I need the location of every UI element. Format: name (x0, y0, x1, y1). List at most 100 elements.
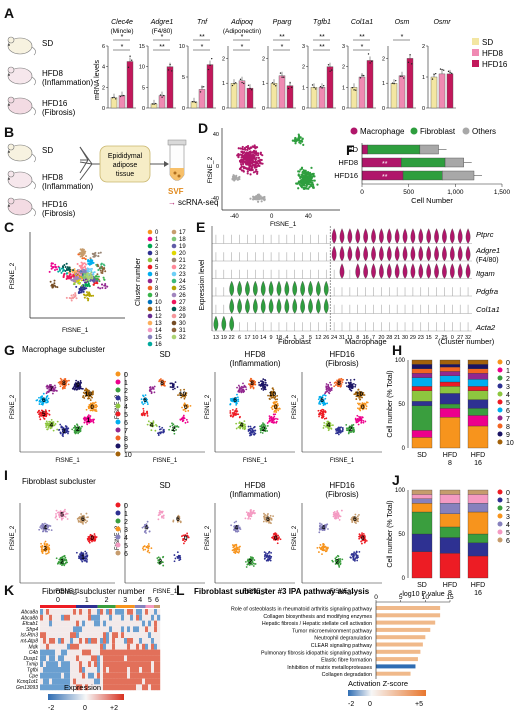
cell-point (269, 415, 271, 417)
cell-point (352, 387, 354, 389)
cell-point (174, 388, 176, 390)
heatmap-cell (136, 626, 139, 632)
legend-cluster-dot (148, 300, 153, 305)
cell-point (304, 184, 306, 186)
cell-point (160, 431, 162, 433)
cell-point (86, 552, 88, 554)
cell-point (66, 278, 68, 280)
y-axis-label: Cell number (% Total) (387, 370, 394, 437)
cell-point (55, 390, 57, 392)
violin-shape (245, 281, 249, 296)
cell-point (250, 516, 252, 518)
cell-point (249, 518, 251, 520)
violin-shape (403, 264, 407, 279)
bar-hfd8 (319, 87, 325, 108)
stacked-segment (440, 360, 460, 364)
heatmap-cell (145, 615, 148, 621)
cell-point (327, 547, 329, 549)
cell-point (69, 297, 71, 299)
panel-letter-d: D (198, 120, 208, 136)
cell-point (154, 386, 156, 388)
violin-shape (324, 281, 328, 296)
heatmap-cell (94, 621, 97, 627)
cell-point (57, 562, 59, 564)
legend-fibroblast-dot (411, 128, 418, 135)
cell-point (318, 410, 320, 412)
heatmap-cell (154, 615, 157, 621)
cell-point (277, 542, 279, 544)
panel-letter-g: G (4, 342, 15, 358)
violin-shape (450, 264, 454, 279)
cell-point (247, 154, 249, 156)
cell-point (331, 428, 333, 430)
violin-shape (245, 299, 249, 314)
heatmap-cell (103, 609, 106, 615)
cell-point (335, 430, 337, 432)
stacked-segment (440, 490, 460, 494)
cell-point (65, 425, 67, 427)
group-label: HFD16 (42, 200, 68, 209)
cell-point (338, 431, 340, 433)
cell-point (85, 276, 87, 278)
cell-point (340, 516, 342, 518)
cluster-label: 2 (159, 558, 163, 565)
cell-point (94, 255, 96, 257)
panel-g-tsne-plots: FtSNE_1FtSNE_2012345678910SDFtSNE_1FtSNE… (10, 350, 382, 464)
cell-point (175, 381, 177, 383)
x-tick-label: HFD (443, 582, 457, 589)
cluster-label: 26 (323, 335, 329, 341)
cell-point (254, 430, 256, 432)
cell-point (331, 387, 333, 389)
sig-stars: * (241, 44, 244, 51)
heatmap-cell (103, 626, 106, 632)
cell-point (43, 418, 45, 420)
legend-cluster-dot (148, 272, 153, 277)
cell-point (359, 398, 361, 400)
cell-point (271, 418, 273, 420)
cell-point (173, 383, 175, 385)
y-tick-label: 100 (395, 488, 406, 494)
cell-point (163, 517, 165, 519)
sig-stars: * (401, 34, 404, 41)
x-tick-label: SD (417, 582, 427, 589)
violin-shape (379, 229, 383, 244)
legend-label: 9 (124, 444, 128, 451)
cell-point (263, 381, 265, 383)
cell-point (97, 255, 99, 257)
heatmap-cell (76, 615, 79, 621)
cell-point (305, 170, 307, 172)
stacked-segment (412, 499, 432, 503)
data-point (131, 60, 132, 61)
cell-point (336, 515, 338, 517)
heatmap-cell (145, 621, 148, 627)
cell-point (150, 429, 152, 431)
bar-hfd16 (287, 86, 293, 108)
cell-point (154, 430, 156, 432)
cell-point (104, 279, 106, 281)
data-point (155, 103, 156, 104)
heatmap-cell (100, 632, 103, 638)
cell-point (74, 281, 76, 283)
cluster-label: 4 (150, 422, 154, 429)
y-axis-label: FtSNE_2 (292, 394, 298, 419)
legend-dot (116, 380, 121, 385)
heatmap-cell (124, 626, 127, 632)
heatmap-cell (55, 621, 58, 627)
legend-label: 5 (506, 400, 510, 407)
cell-point (358, 536, 360, 538)
cell-point (353, 379, 355, 381)
heatmap-cell (91, 621, 94, 627)
stacked-segment (468, 369, 488, 373)
panel-k-title: Fibroblast subcluster number (42, 587, 145, 596)
legend-cluster-dot (148, 251, 153, 256)
cell-point (66, 513, 68, 515)
data-point (232, 85, 233, 86)
cell-point (179, 557, 181, 559)
cell-point (90, 399, 92, 401)
heatmap-cell (94, 609, 97, 615)
cell-point (80, 289, 82, 291)
cell-point (238, 551, 240, 553)
legend-cluster-label: 0 (155, 230, 159, 236)
legend-dot (116, 372, 121, 377)
cell-point (164, 385, 166, 387)
